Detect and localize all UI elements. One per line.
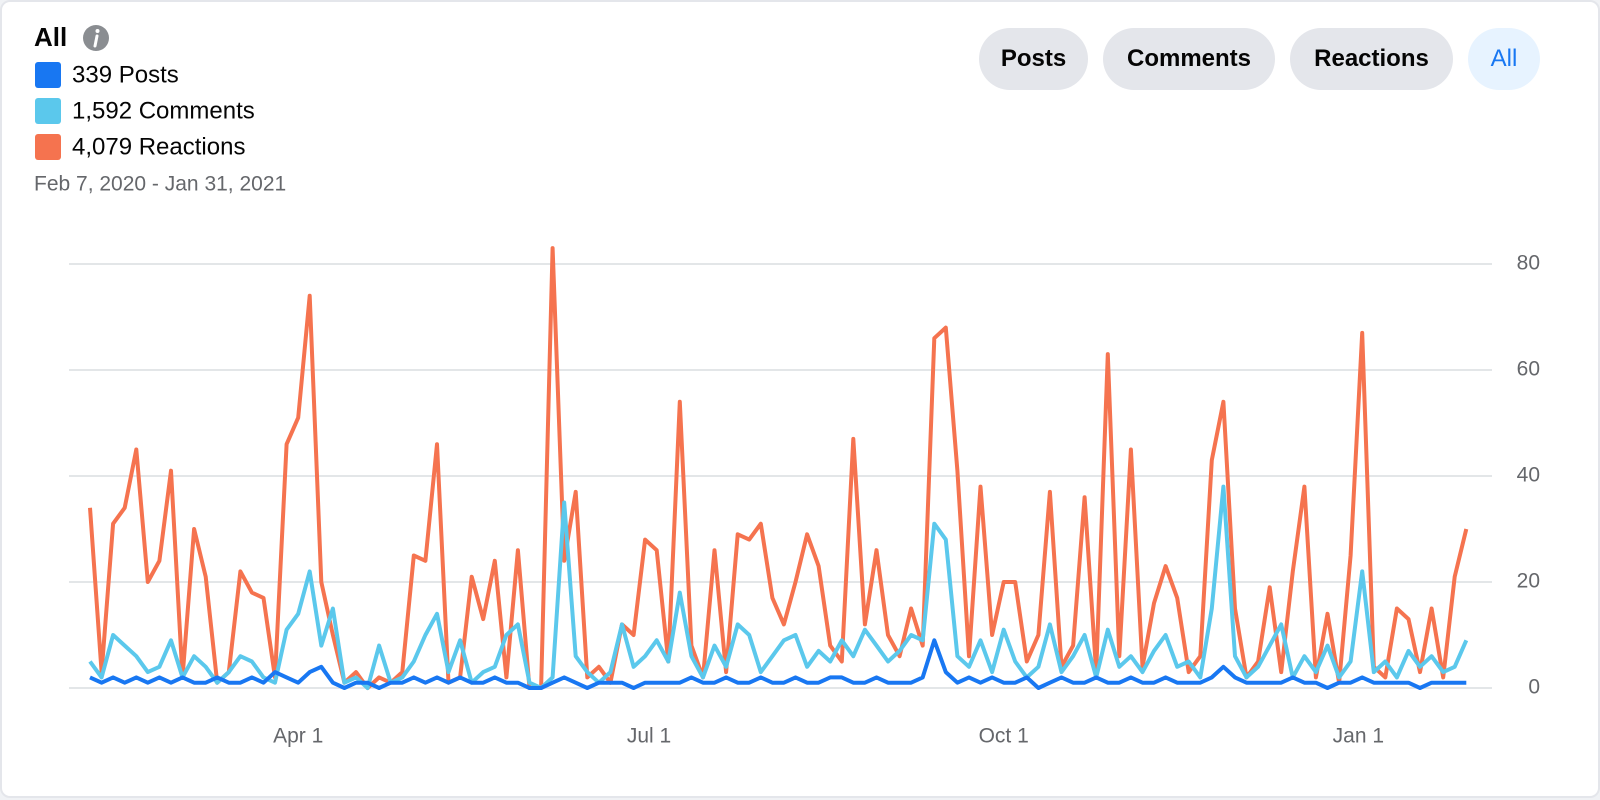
info-icon[interactable] xyxy=(83,25,109,51)
legend-swatch xyxy=(35,98,61,124)
legend-label: 1,592 Comments xyxy=(72,97,255,124)
y-tick-label: 60 xyxy=(1517,358,1540,381)
y-tick-label: 20 xyxy=(1517,570,1540,593)
y-tick-label: 0 xyxy=(1528,676,1540,699)
legend-label: 4,079 Reactions xyxy=(72,133,245,160)
legend-label: 339 Posts xyxy=(72,61,179,88)
legend-swatch xyxy=(35,62,61,88)
legend-swatch xyxy=(35,134,61,160)
series-line xyxy=(88,246,1469,690)
filter-button[interactable]: Posts xyxy=(979,28,1088,90)
date-range: Feb 7, 2020 - Jan 31, 2021 xyxy=(34,173,286,196)
x-tick-label: Jul 1 xyxy=(627,725,671,748)
series-line xyxy=(88,484,1469,690)
filter-button[interactable]: Reactions xyxy=(1290,28,1453,90)
y-tick-label: 40 xyxy=(1517,464,1540,487)
x-tick-label: Apr 1 xyxy=(273,725,323,748)
series-line xyxy=(89,638,1467,690)
x-tick-label: Oct 1 xyxy=(979,725,1029,748)
filter-button[interactable]: All xyxy=(1468,28,1540,90)
x-tick-label: Jan 1 xyxy=(1333,725,1384,748)
chart-title: All xyxy=(34,22,67,52)
y-tick-label: 80 xyxy=(1517,252,1540,275)
filter-button[interactable]: Comments xyxy=(1103,28,1275,90)
